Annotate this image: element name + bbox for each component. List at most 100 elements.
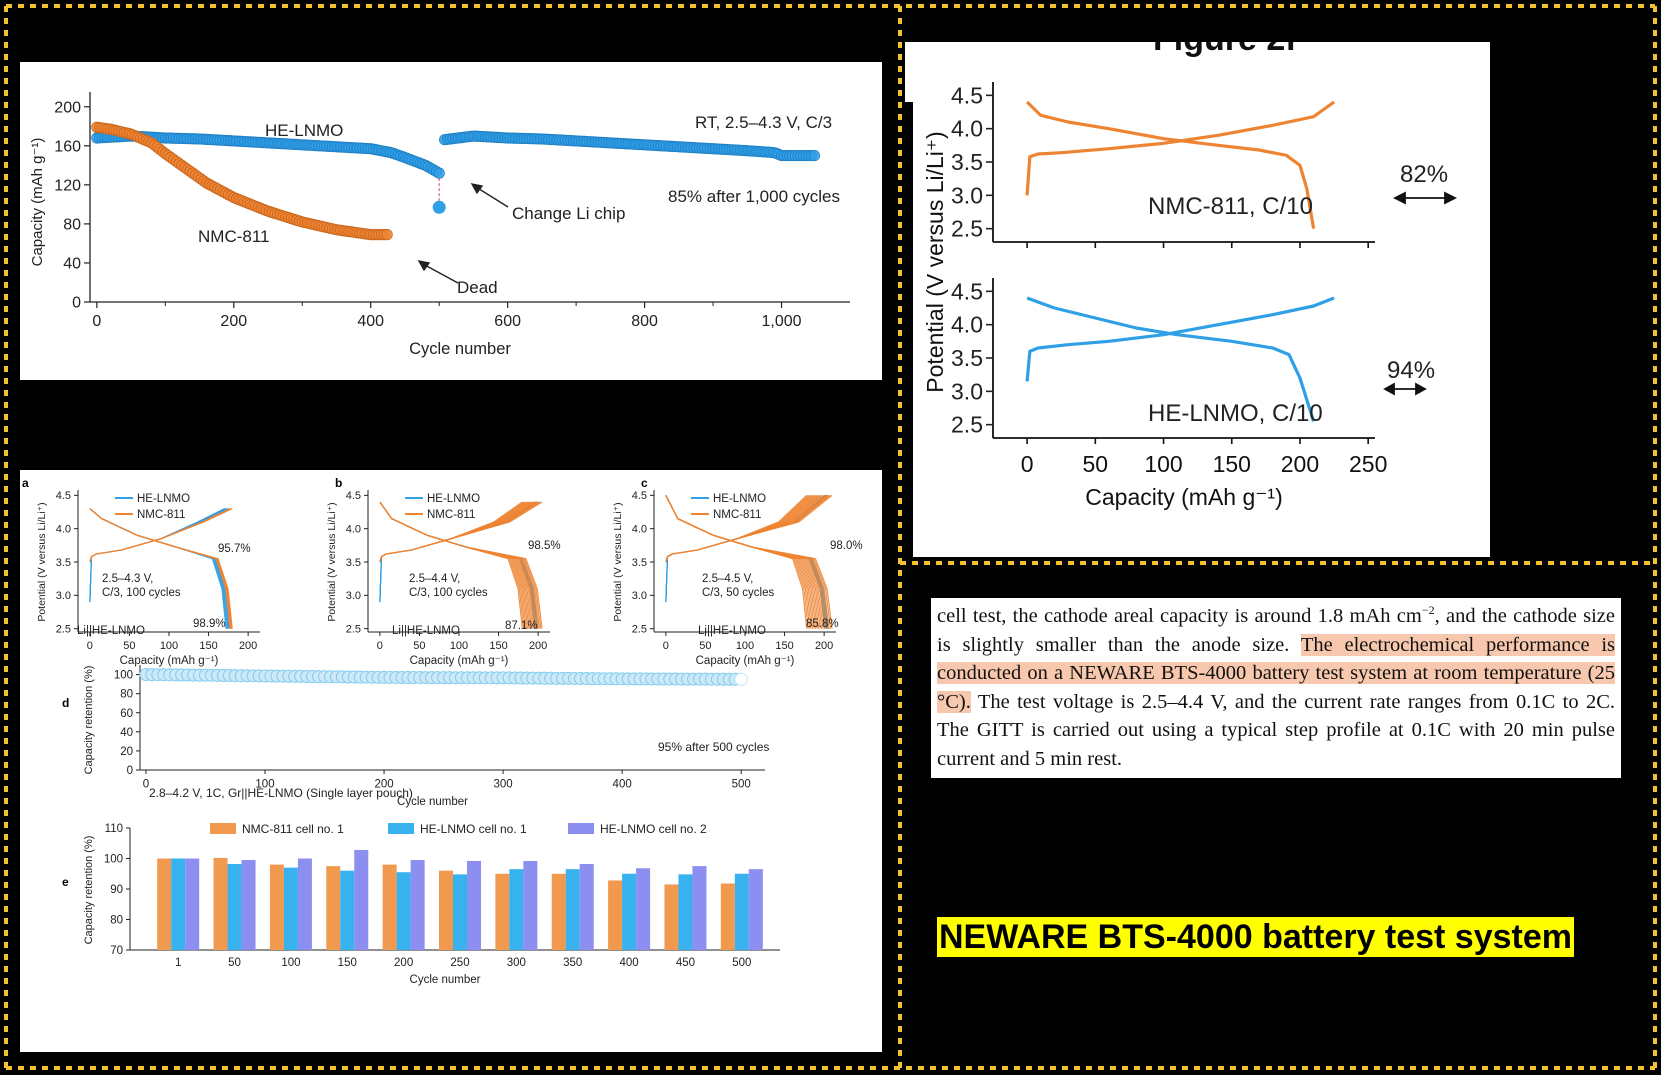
x-axis-label: Cycle number: [410, 974, 481, 986]
y-tick-label: 4.0: [346, 524, 361, 536]
panel-a-letter: a: [22, 476, 29, 490]
cycling-axes: 0 200 400 600 800 1,000 0 40 80 120 160 200 Cycle nu…: [29, 92, 850, 358]
paragraph-part2: , and the cathode size is slightly small…: [937, 605, 1616, 656]
y-tick-label: 60: [120, 708, 133, 720]
fig2f-arrows: [1383, 191, 1458, 396]
legend-label: HE-LNMO cell no. 2: [600, 822, 707, 836]
bar: [157, 858, 172, 950]
x-axis-label: Cycle number: [409, 340, 511, 358]
panel-b: 0 50 100 150 200 2.5 3.0 3.5 4.0 4.5 Capacity (mAh…: [326, 490, 550, 667]
y-tick-label: 2.5: [632, 624, 647, 636]
x-tick-label: 0: [1021, 451, 1034, 477]
discharge-curve: [89, 508, 228, 629]
panel-b-letter: b: [335, 476, 342, 490]
x-tick-label: 150: [1213, 451, 1251, 477]
x-tick-label: 200: [1281, 451, 1319, 477]
bar: [326, 866, 341, 950]
discharge-curve: [89, 508, 232, 629]
x-tick-label: 800: [631, 313, 658, 330]
x-axis-label: Capacity (mAh g⁻¹): [696, 655, 795, 667]
y-tick-label: 3.0: [951, 182, 983, 208]
y-tick-label: 3.0: [632, 590, 647, 602]
discharge-curve: [89, 508, 230, 629]
charge-curve: [379, 501, 523, 563]
fig2f-bottom-plot: 2.5 3.0 3.5 4.0 4.5 0 50 100 150 200 250 Capacity (…: [922, 131, 1387, 510]
y-tick-label: 2.5: [56, 624, 71, 636]
cycling-change-li-note: Change Li chip: [512, 204, 625, 223]
data-point: [808, 149, 820, 162]
bar: [340, 870, 355, 950]
y-tick-label: 4.5: [346, 490, 361, 502]
discharge-curve: [379, 501, 523, 629]
bar: [748, 869, 763, 950]
cycling-arrows: [417, 183, 509, 284]
y-axis-label: Capacity (mAh g⁻¹): [29, 138, 46, 267]
y-axis-label: Potential (V versus Li/Li⁺): [612, 502, 624, 621]
discharge-curve: [89, 508, 233, 629]
voltage-curve: [1025, 296, 1335, 382]
x-tick-label: 100: [736, 640, 754, 652]
panel-a-cond1: 2.5–4.3 V,: [102, 573, 153, 585]
panel-c-cell: Li||HE-LNMO: [698, 625, 766, 637]
y-tick-label: 4.0: [632, 524, 647, 536]
y-tick-label: 4.5: [632, 490, 647, 502]
voltage-curve: [1025, 100, 1316, 229]
x-tick-label: 200: [815, 640, 833, 652]
discharge-curve: [89, 508, 231, 629]
bar: [551, 873, 566, 950]
cycling-label-nmc811: NMC-811: [198, 227, 269, 246]
x-tick-label: 400: [619, 957, 638, 969]
x-tick-label: 50: [413, 640, 425, 652]
x-tick-label: 200: [220, 313, 247, 330]
panel-c-cond2: C/3, 50 cycles: [702, 587, 774, 599]
discharge-curve: [89, 508, 232, 629]
legend-label: HE-LNMO: [427, 493, 480, 505]
x-tick-label: 200: [374, 779, 393, 791]
paragraph-text: cell test, the cathode areal capacity is…: [937, 602, 1615, 774]
panel-a-cond2: C/3, 100 cycles: [102, 587, 181, 599]
bar: [608, 880, 623, 950]
x-tick-label: 450: [676, 957, 695, 969]
multi-panel-chart: 0 50 100 150 200 2.5 3.0 3.5 4.0 4.5 Capacity (mAh…: [22, 476, 863, 986]
paragraph-sup: −2: [1421, 603, 1435, 618]
bar: [467, 860, 481, 950]
y-tick-label: 4.0: [951, 116, 983, 142]
panel-c: 0 50 100 150 200 2.5 3.0 3.5 4.0 4.5 Capacity (mAh…: [612, 490, 836, 667]
bar: [636, 868, 651, 950]
y-tick-label: 4.5: [951, 278, 983, 304]
fig2f-top-percent: 82%: [1400, 161, 1448, 188]
y-tick-label: 2.5: [951, 216, 983, 242]
x-tick-label: 150: [775, 640, 793, 652]
y-tick-label: 40: [120, 727, 133, 739]
bar: [523, 860, 538, 950]
panel-a: 0 50 100 150 200 2.5 3.0 3.5 4.0 4.5 Capacity (mAh…: [36, 490, 260, 667]
fig2f-top-label: NMC-811, C/10: [1148, 193, 1313, 220]
bar: [227, 863, 242, 950]
panel-a-pct-nmc: 98.9%: [193, 618, 226, 630]
panel-c-pct-he: 98.0%: [830, 540, 863, 552]
y-tick-label: 3.5: [951, 345, 983, 371]
panel-b-cond1: 2.5–4.4 V,: [409, 573, 460, 585]
x-tick-label: 50: [1083, 451, 1109, 477]
legend-label: NMC-811: [713, 509, 761, 521]
discharge-curve: [89, 508, 231, 629]
bar: [664, 884, 679, 950]
x-axis-label: Capacity (mAh g⁻¹): [1085, 484, 1282, 510]
panel-b-cell: Li||HE-LNMO: [392, 625, 460, 637]
bar: [734, 873, 749, 950]
charge-curve: [665, 494, 818, 563]
discharge-curve: [379, 501, 538, 629]
x-tick-label: 400: [613, 779, 632, 791]
y-axis-label: Capacity retention (%): [83, 666, 95, 775]
x-tick-label: 100: [255, 779, 274, 791]
x-tick-label: 0: [377, 640, 383, 652]
data-point-last: [734, 672, 748, 686]
bar: [269, 864, 284, 950]
paragraph-part1: cell test, the cathode areal capacity is…: [937, 605, 1422, 627]
x-tick-label: 200: [239, 640, 257, 652]
x-tick-label: 300: [507, 957, 526, 969]
legend-label: NMC-811: [427, 509, 475, 521]
y-tick-label: 3.5: [632, 557, 647, 569]
fig2f-header: Figure 2f: [1153, 42, 1297, 58]
y-tick-label: 4.5: [951, 82, 983, 108]
